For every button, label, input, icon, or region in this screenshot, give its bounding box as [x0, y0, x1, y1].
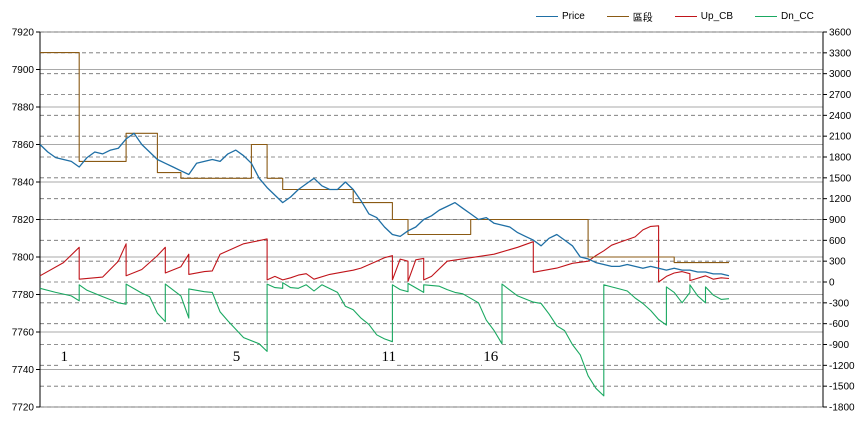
right-tick-label: 1500	[829, 173, 852, 184]
segment-label: 1	[59, 349, 69, 367]
right-tick-label: 1800	[829, 153, 852, 164]
right-tick-label: 1200	[829, 194, 852, 205]
axes: 7920 7900 7880 7860 7840 7820 7800 7780 7760 7740…	[12, 28, 855, 414]
right-tick-label: -1200	[829, 361, 855, 372]
chart-legend: Price 區段 Up_CB Dn_CC	[536, 9, 836, 24]
right-tick-label: 600	[829, 236, 846, 247]
left-tick-label: 7780	[12, 290, 35, 301]
left-tick-label: 7880	[12, 103, 35, 114]
right-tick-label: -300	[829, 298, 849, 309]
legend-item: Dn_CC	[755, 9, 814, 24]
segment-label: 5	[231, 349, 242, 367]
right-tick-label: -900	[829, 340, 849, 351]
legend-swatch	[755, 16, 778, 17]
legend-label: 區段	[632, 13, 653, 24]
segment-label: 16	[482, 349, 500, 367]
series--line	[40, 52, 729, 264]
legend-swatch	[674, 16, 697, 17]
right-tick-label: 300	[829, 257, 846, 268]
left-tick-label: 7740	[12, 365, 35, 376]
legend-item: Up_CB	[674, 9, 734, 24]
segment-label: 11	[380, 349, 397, 367]
legend-label: Price	[562, 11, 585, 22]
right-tick-label: 900	[829, 215, 846, 226]
legend-label: Up_CB	[700, 11, 734, 22]
gridlines	[39, 31, 824, 408]
right-tick-label: 3000	[829, 69, 852, 80]
right-tick-label: 3600	[829, 28, 852, 39]
legend-swatch	[606, 16, 629, 17]
right-tick-label: 2100	[829, 132, 852, 143]
left-tick-label: 7720	[12, 403, 35, 414]
legend-swatch	[536, 16, 558, 17]
left-tick-label: 7800	[12, 253, 35, 264]
left-tick-label: 7860	[12, 140, 35, 151]
left-tick-label: 7920	[12, 28, 35, 39]
series-up-cb-line	[39, 225, 730, 283]
legend-label: Dn_CC	[781, 11, 814, 22]
right-tick-label: -600	[829, 319, 849, 330]
left-tick-label: 7760	[12, 328, 35, 339]
left-tick-label: 7820	[12, 215, 35, 226]
right-tick-label: -1500	[829, 382, 855, 393]
right-tick-label: 2400	[829, 111, 852, 122]
right-tick-label: 0	[829, 278, 835, 289]
legend-item: 區段	[606, 9, 653, 24]
left-tick-label: 7900	[12, 65, 35, 76]
left-tick-label: 7840	[12, 178, 35, 189]
series-price-line	[39, 132, 730, 277]
right-tick-label: -1800	[829, 403, 855, 414]
series-dn-cc-line	[39, 282, 730, 397]
legend-item: Price	[536, 9, 585, 24]
right-tick-label: 2700	[829, 90, 852, 101]
right-tick-label: 3300	[829, 48, 852, 59]
series-lines	[39, 52, 730, 397]
